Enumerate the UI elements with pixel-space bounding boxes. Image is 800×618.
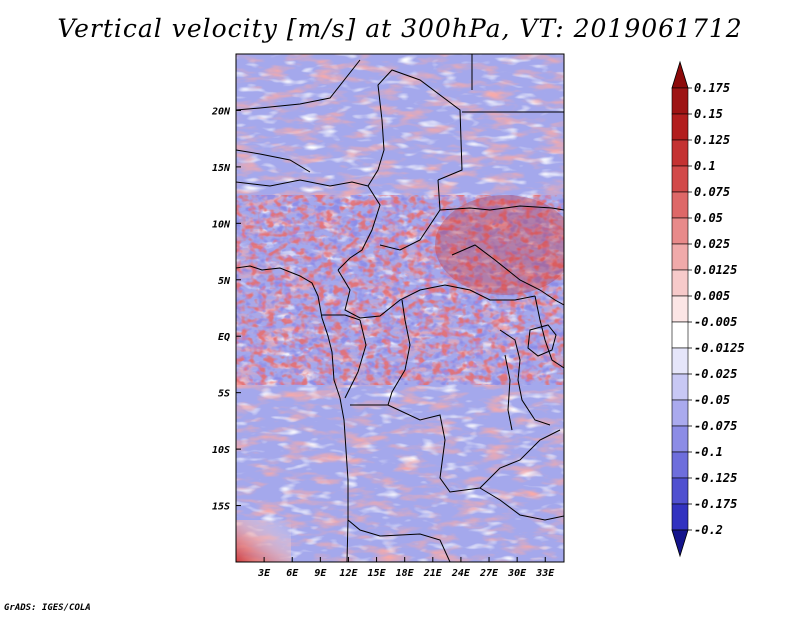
colorbar-segment [671, 399, 689, 427]
colorbar-segment [671, 87, 689, 115]
lon-tick-label: 3E [257, 568, 271, 579]
colorbar-segment [671, 217, 689, 245]
lat-tick-label: 10N [212, 219, 231, 230]
colorbar-label: 0.05 [694, 211, 723, 225]
colorbar-segment [671, 113, 689, 141]
country-borders [236, 54, 564, 562]
map-frame [235, 53, 565, 563]
lon-tick-label: 12E [339, 568, 358, 579]
latitude-axis: 20N 15N 10N 5N EQ 5S 10S 15S [211, 106, 241, 513]
lon-tick-label: 6E [286, 568, 299, 579]
colorbar-label: 0.005 [694, 289, 730, 303]
lon-tick-label: 24E [451, 568, 471, 579]
colorbar-segment [671, 321, 689, 349]
lat-tick-label: EQ [218, 332, 230, 343]
colorbar-segment [671, 295, 689, 323]
lat-tick-label: 5S [218, 389, 230, 400]
velocity-field [236, 54, 564, 562]
colorbar-label: -0.125 [694, 471, 737, 485]
colorbar-label: -0.005 [694, 315, 737, 329]
lat-tick-label: 10S [212, 445, 230, 456]
colorbar-segment [671, 243, 689, 271]
lat-tick-label: 20N [211, 106, 231, 117]
colorbar-label: 0.075 [694, 185, 730, 199]
colorbar-segment [671, 425, 689, 453]
colorbar-segment [671, 347, 689, 375]
colorbar-segment [671, 165, 689, 193]
lat-tick-label: 15S [212, 502, 230, 513]
lat-tick-label: 15N [212, 163, 231, 174]
colorbar-label: 0.15 [694, 107, 723, 121]
colorbar-segment [671, 373, 689, 401]
lat-tick-label: 5N [218, 276, 231, 287]
lon-tick-label: 15E [368, 568, 387, 579]
colorbar-label: -0.1 [694, 445, 723, 459]
colorbar-label: -0.075 [694, 419, 737, 433]
colorbar-label: 0.0125 [694, 263, 737, 277]
colorbar-segment [671, 451, 689, 479]
lon-tick-label: 27E [479, 568, 499, 579]
colorbar-segment [671, 139, 689, 167]
lon-tick-label: 33E [535, 568, 555, 579]
colorbar-segment [671, 191, 689, 219]
colorbar-segment [671, 503, 689, 531]
colorbar-label: 0.025 [694, 237, 730, 251]
colorbar-label: -0.025 [694, 367, 737, 381]
colorbar-top-arrow [671, 60, 689, 89]
colorbar-bottom-arrow [671, 529, 689, 558]
colorbar-label: -0.2 [694, 523, 723, 537]
colorbar-segment [671, 477, 689, 505]
lon-tick-label: 21E [423, 568, 443, 579]
lon-tick-label: 9E [314, 568, 327, 579]
map-title: Vertical velocity [m/s] at 300hPa, VT: 2… [57, 14, 743, 43]
colorbar-label: 0.175 [694, 81, 730, 95]
colorbar-label: 0.125 [694, 133, 730, 147]
colorbar-label: -0.175 [694, 497, 737, 511]
lon-tick-label: 18E [396, 568, 415, 579]
colorbar-label: -0.0125 [694, 341, 745, 355]
colorbar-label: 0.1 [694, 159, 716, 173]
lon-tick-label: 30E [507, 568, 527, 579]
longitude-axis: 3E 6E 9E 12E 15E 18E 21E 24E 27E 30E 33E [257, 557, 555, 579]
grads-credit: GrADS: IGES/COLA [4, 603, 91, 613]
colorbar: 0.175 0.15 0.125 0.1 0.075 0.05 0.025 0.0125 0.0… [671, 60, 745, 558]
colorbar-segment [671, 269, 689, 297]
colorbar-label: -0.05 [694, 393, 730, 407]
